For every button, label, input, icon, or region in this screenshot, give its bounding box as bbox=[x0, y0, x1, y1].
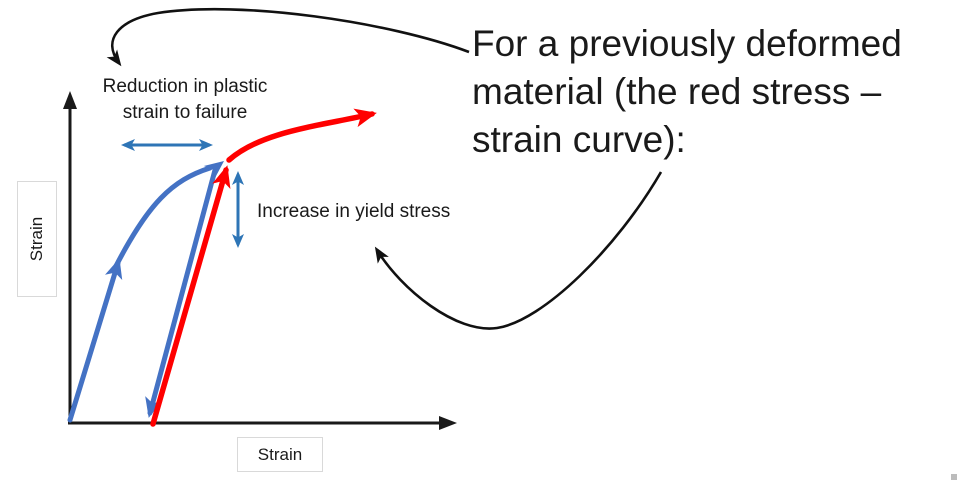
annotation-increase-yield-stress: Increase in yield stress bbox=[257, 201, 451, 222]
corner-mark bbox=[951, 474, 957, 480]
y-axis-label: Strain bbox=[27, 216, 47, 262]
x-axis-label-box: Strain bbox=[237, 437, 323, 472]
callout-arrow-to-red-curve bbox=[374, 171, 663, 330]
blue-unloading-arrow bbox=[145, 167, 218, 418]
heading: For a previously deformed material (the … bbox=[472, 20, 952, 164]
annotation-line: strain to failure bbox=[122, 102, 248, 123]
annotation-reduction-plastic-strain: Reduction in plastic strain to failure bbox=[78, 74, 292, 126]
y-axis-label-box: Strain bbox=[17, 181, 57, 297]
x-axis-label: Strain bbox=[257, 444, 303, 464]
callout-arrow-to-reduction-label bbox=[106, 7, 470, 67]
red-postyield-curve bbox=[226, 108, 377, 163]
heading-line: For a previously deformed bbox=[472, 23, 902, 64]
blue-elastic-loading-arrow bbox=[67, 258, 123, 423]
annotation-line: Reduction in plastic bbox=[102, 76, 268, 97]
heading-line: strain curve): bbox=[472, 119, 686, 160]
red-reloading-arrow bbox=[150, 165, 231, 427]
heading-line: material (the red stress – bbox=[472, 71, 882, 112]
blue-plastic-hardening-arc bbox=[113, 165, 213, 269]
